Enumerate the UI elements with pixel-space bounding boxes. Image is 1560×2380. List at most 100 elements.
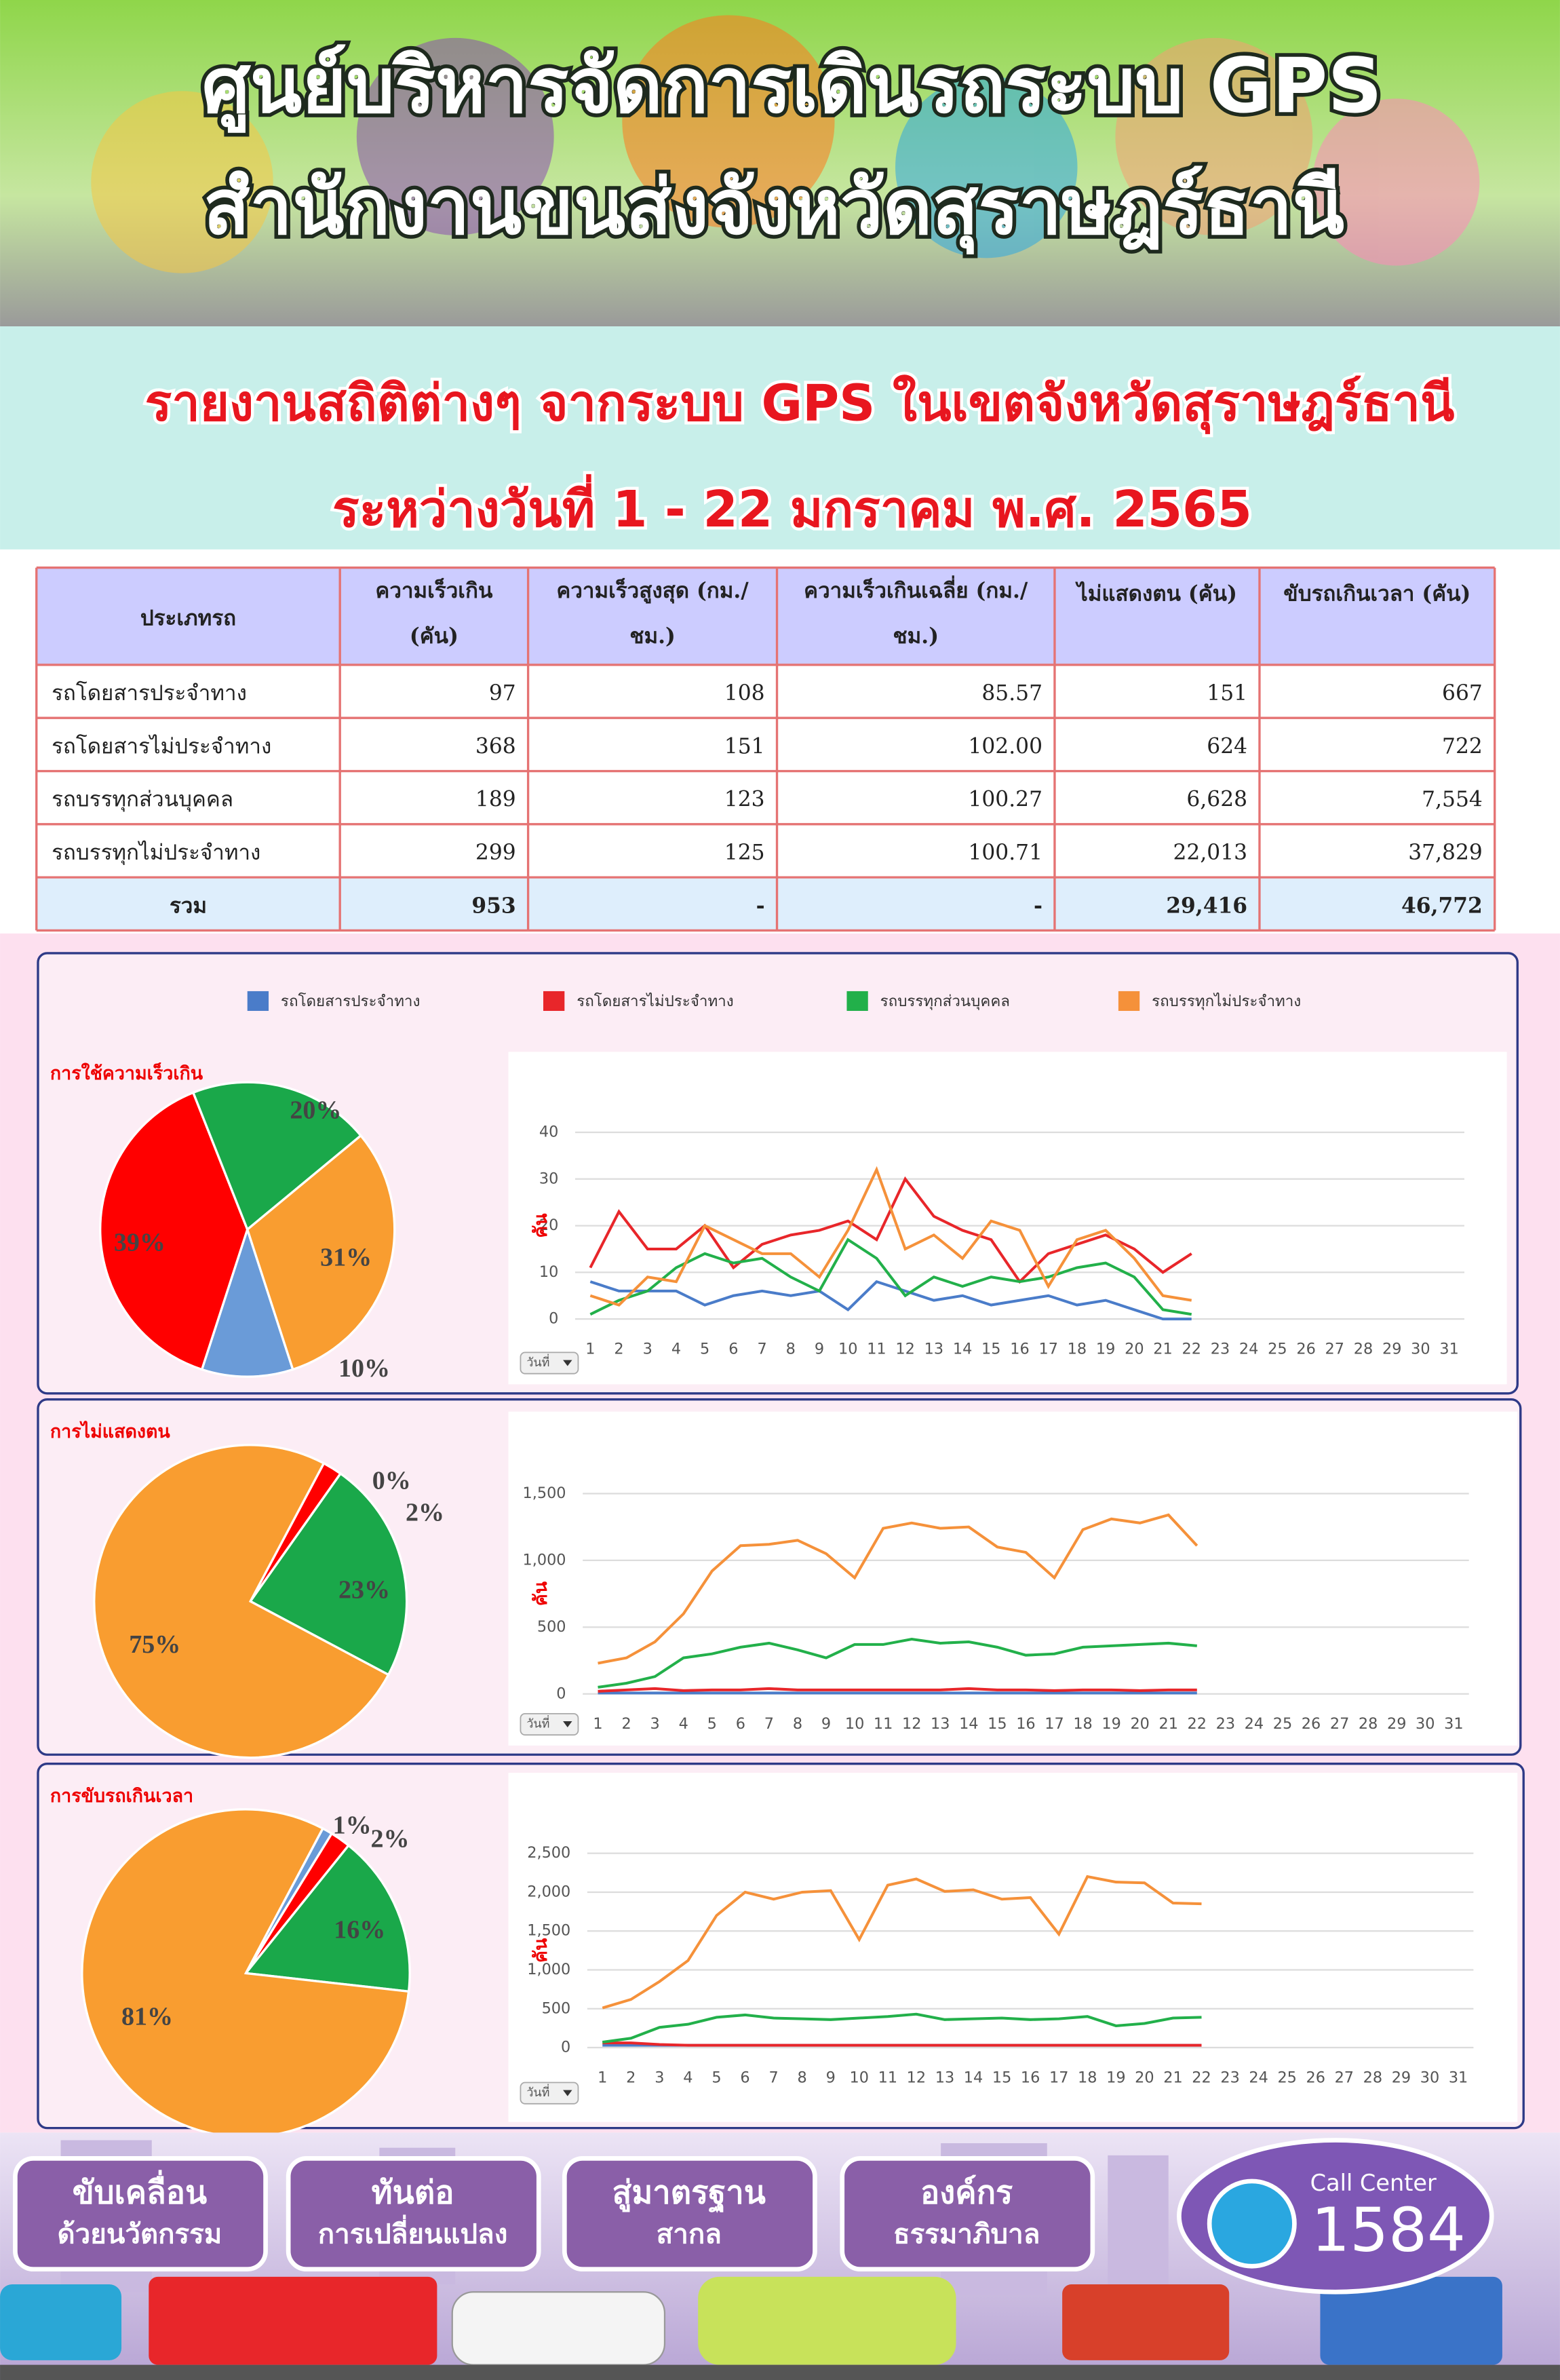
table-cell: รวม [170,894,207,918]
pie-slice [248,1472,408,1676]
table-cell: 151 [724,734,765,759]
plot-area [508,1773,1518,2122]
x-tick-label: 23 [1220,2069,1239,2086]
table-header-background [36,567,1495,665]
legend-swatch [247,991,269,1012]
x-tick-label: 22 [1182,1340,1201,1358]
x-tick-label: 22 [1192,2069,1211,2086]
x-tick-label: 13 [924,1340,943,1358]
pie-slice [93,1444,390,1759]
x-tick-label: 3 [643,1340,652,1358]
x-tick-label: 25 [1273,1715,1292,1733]
x-tick-label: 19 [1096,1340,1115,1358]
x-tick-label: 4 [679,1715,688,1733]
x-tick-label: 3 [650,1715,660,1733]
date-dropdown[interactable] [520,1712,579,1736]
y-tick-label: 30 [539,1170,558,1187]
dropdown-arrow[interactable] [563,2090,572,2096]
dropdown-arrow[interactable] [563,1360,572,1366]
date-dropdown[interactable] [520,2081,579,2105]
legend-swatch [846,991,868,1012]
x-tick-label: 29 [1382,1340,1401,1358]
table-cell: 953 [471,894,515,918]
x-tick-label: 13 [931,1715,950,1733]
x-tick-label: 20 [1125,1340,1144,1358]
phone-icon [1207,2179,1297,2269]
x-tick-label: 3 [655,2069,664,2086]
column-header: ขับรถเกินเวลา (คัน) [1283,582,1470,607]
date-dropdown[interactable] [520,1351,579,1375]
x-tick-label: 21 [1153,1340,1172,1358]
y-axis-label: คัน [530,1581,551,1606]
x-tick-label: 14 [964,2069,983,2086]
slogan-button [286,2156,541,2272]
table-cell: 123 [724,788,765,812]
table-cell: รถโดยสารไม่ประจำทาง [52,733,271,759]
x-tick-label: 24 [1245,1715,1264,1733]
x-tick-label: 9 [815,1340,824,1358]
x-tick-label: 26 [1296,1340,1315,1358]
pie-label: 23% [338,1576,390,1605]
dropdown-arrow[interactable] [563,1721,572,1727]
table-cell: 299 [475,841,516,865]
y-tick-label: 1,500 [527,1922,570,1940]
slogan-button [840,2156,1095,2272]
table-cell: 97 [489,681,516,706]
y-axis-label: คัน [530,1213,551,1238]
table-cell: 85.57 [981,681,1042,706]
slogan-text: สากล [657,2219,722,2250]
y-tick-label: 0 [561,2039,570,2056]
x-tick-label: 18 [1078,2069,1097,2086]
pie-label: 2% [406,1499,444,1527]
x-tick-label: 1 [593,1715,602,1733]
x-tick-label: 13 [935,2069,954,2086]
x-tick-label: 28 [1363,2069,1382,2086]
x-tick-label: 7 [768,2069,778,2086]
y-tick-label: 1,000 [527,1961,570,1978]
pie-label: 1% [333,1811,372,1839]
x-tick-label: 6 [728,1340,738,1358]
x-tick-label: 15 [992,2069,1011,2086]
x-tick-label: 27 [1330,1715,1349,1733]
series-line [598,1638,1197,1689]
x-tick-label: 29 [1387,1715,1406,1733]
x-tick-label: 19 [1106,2069,1125,2086]
date-dropdown-label[interactable]: วันที่ [526,1715,549,1731]
x-tick-label: 16 [1010,1340,1029,1358]
x-tick-label: 5 [700,1340,709,1358]
x-tick-label: 6 [740,2069,749,2086]
y-tick-label: 1,000 [523,1551,566,1569]
table-cell: 151 [1207,681,1247,706]
column-header: ประเภทรถ [140,606,236,630]
pie-label: 2% [371,1825,410,1854]
date-dropdown-label[interactable]: วันที่ [526,1354,549,1370]
date-dropdown-label[interactable]: วันที่ [526,2084,549,2100]
header-title: สำนักงานขนส่งจังหวัดสุราษฎร์ธานี [203,164,1344,255]
pie-label: 10% [338,1354,390,1383]
x-tick-label: 28 [1354,1340,1373,1358]
column-header: ไม่แสดงตน (คัน) [1075,581,1237,607]
table-cell: รถบรรทุกไม่ประจำทาง [52,840,260,866]
header-title: ศูนย์บริหารจัดการเดินรถระบบ GPS [202,42,1382,133]
x-tick-label: 9 [821,1715,831,1733]
x-tick-label: 8 [798,2069,807,2086]
column-header: (คัน) [410,624,459,649]
slogan-text: ธรรมาภิบาล [893,2219,1040,2250]
table-cell: 46,772 [1401,894,1483,918]
series-line [589,1166,1192,1307]
x-tick-label: 30 [1411,1340,1430,1358]
x-tick-label: 2 [614,1340,623,1358]
table-cell: 7,554 [1422,788,1483,812]
table-total-background [36,877,1495,931]
y-tick-label: 500 [537,1618,566,1636]
x-tick-label: 2 [626,2069,636,2086]
pie-label: 39% [114,1228,165,1256]
pie-title: การขับรถเกินเวลา [50,1786,193,1807]
x-tick-label: 19 [1101,1715,1120,1733]
slogan-button [13,2156,268,2272]
subtitle: รายงานสถิติต่างๆ จากระบบ GPS ในเขตจังหวั… [145,375,1455,435]
pie-slice [99,1091,249,1371]
y-tick-label: 20 [539,1216,558,1234]
x-tick-label: 17 [1049,2069,1068,2086]
table-cell: - [756,894,765,918]
